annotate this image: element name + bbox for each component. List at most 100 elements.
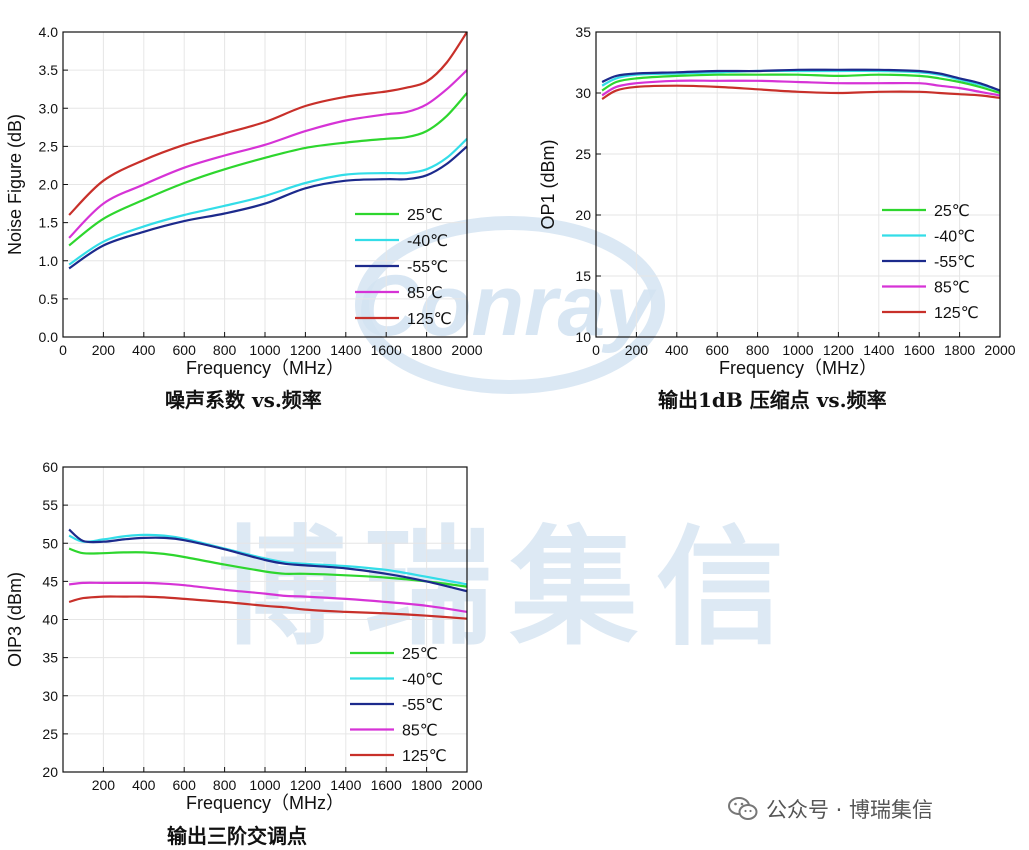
nf-legend-label: -55℃ (407, 259, 448, 276)
op1-series-line (601, 69, 1001, 92)
oip3-series (68, 528, 468, 620)
oip3-x-tick-label: 1000 (249, 777, 280, 793)
oip3-caption: 输出三阶交调点 (167, 824, 307, 848)
nf-y-tick-label: 0.0 (39, 329, 59, 345)
op1-series-line (601, 84, 1001, 101)
nf-x-tick-label: 1600 (371, 342, 402, 358)
op1-x-tick-label: 1600 (904, 342, 935, 358)
oip3-ticks: 200 400 600 800 1000 1200 1400 1600 1800 2000 20 25… (42, 459, 482, 793)
op1-y-tick-label: 20 (575, 207, 591, 223)
oip3-legend: 25℃ -40℃ -55℃ 85℃ 125℃ (350, 646, 447, 765)
nf-x-tick-label: 0 (59, 342, 67, 358)
op1-y-tick-label: 25 (575, 146, 591, 162)
oip3-y-tick-label: 55 (42, 497, 58, 513)
op1-legend-label: 25℃ (934, 203, 970, 220)
noise-figure-caption: 噪声系数 vs.频率 (165, 388, 322, 412)
nf-series-line (68, 137, 468, 266)
op1-x-tick-label: 1200 (823, 342, 854, 358)
op1-x-axis-label: Frequency（MHz） (719, 358, 877, 378)
nf-x-tick-label: 1000 (249, 342, 280, 358)
oip3-x-tick-label: 400 (132, 777, 156, 793)
oip3-x-tick-label: 200 (92, 777, 116, 793)
op1-legend-label: 85℃ (934, 280, 970, 297)
oip3-y-tick-label: 30 (42, 688, 58, 704)
oip3-y-tick-label: 40 (42, 612, 58, 628)
nf-y-tick-label: 2.5 (39, 138, 59, 154)
op1-legend-label: 125℃ (934, 305, 979, 322)
nf-x-tick-label: 1800 (411, 342, 442, 358)
op1-y-tick-label: 10 (575, 329, 591, 345)
nf-y-tick-label: 0.5 (39, 291, 59, 307)
nf-y-tick-label: 1.0 (39, 253, 59, 269)
conray-watermark-text: Conray (357, 258, 657, 354)
oip3-series-line (68, 528, 468, 593)
oip3-legend-label: 125℃ (402, 748, 447, 765)
nf-x-tick-label: 1200 (290, 342, 321, 358)
oip3-x-tick-label: 2000 (451, 777, 482, 793)
oip3-series-line (68, 547, 468, 588)
op1-series (601, 68, 1001, 101)
oip3-y-tick-label: 25 (42, 726, 58, 742)
op1-series-line (601, 73, 1001, 95)
nf-legend-label: 125℃ (407, 311, 452, 328)
op1-legend-label: -40℃ (934, 229, 975, 246)
op1-x-tick-label: 1000 (782, 342, 813, 358)
oip3-y-tick-label: 50 (42, 535, 58, 551)
op1-x-tick-label: 0 (592, 342, 600, 358)
oip3-x-tick-label: 800 (213, 777, 237, 793)
nf-series-line (68, 31, 468, 216)
nf-series (68, 31, 468, 270)
op1-x-tick-label: 1400 (863, 342, 894, 358)
nf-y-tick-label: 3.0 (39, 100, 59, 116)
wechat-account-name: 公众号 · 博瑞集信 (766, 798, 934, 822)
op1-x-tick-label: 200 (625, 342, 649, 358)
op1-y-tick-label: 35 (575, 24, 591, 40)
nf-legend: 25℃ -40℃ -55℃ 85℃ 125℃ (355, 207, 452, 328)
op1-y-axis-label: OP1 (dBm) (538, 139, 558, 229)
nf-series-line (68, 69, 468, 239)
oip3-y-axis-label: OIP3 (dBm) (5, 572, 25, 667)
op1-series-line (601, 68, 1001, 92)
nf-ticks: 0 200 400 600 800 1000 1200 1400 1600 1800 2000 0.0… (39, 24, 483, 358)
nf-y-tick-label: 4.0 (39, 24, 59, 40)
oip3-legend-label: -40℃ (402, 672, 443, 689)
nf-x-tick-label: 600 (173, 342, 197, 358)
op1-y-tick-label: 30 (575, 85, 591, 101)
oip3-legend-label: 25℃ (402, 646, 438, 663)
oip3-x-tick-label: 1800 (411, 777, 442, 793)
oip3-y-tick-label: 35 (42, 650, 58, 666)
oip3-legend-label: -55℃ (402, 697, 443, 714)
oip3-x-tick-label: 600 (173, 777, 197, 793)
nf-y-tick-label: 2.0 (39, 177, 59, 193)
op1-y-tick-label: 15 (575, 268, 591, 284)
nf-x-axis-label: Frequency（MHz） (186, 358, 344, 378)
nf-legend-label: 85℃ (407, 285, 443, 302)
wechat-icon (728, 797, 758, 820)
nf-legend-label: -40℃ (407, 233, 448, 250)
oip3-y-tick-label: 60 (42, 459, 58, 475)
op1-series-line (601, 79, 1001, 97)
op1-caption: 输出1dB 压缩点 vs.频率 (658, 388, 887, 412)
oip3-series-line (68, 581, 468, 613)
nf-series-line (68, 92, 468, 247)
oip3-y-tick-label: 20 (42, 764, 58, 780)
nf-x-tick-label: 200 (92, 342, 116, 358)
op1-x-tick-label: 1800 (944, 342, 975, 358)
oip3-series-line (68, 595, 468, 620)
nf-x-tick-label: 1400 (330, 342, 361, 358)
nf-y-axis-label: Noise Figure (dB) (5, 114, 25, 255)
wechat-account-footer: 公众号 · 博瑞集信 (728, 793, 933, 825)
nf-y-tick-label: 1.5 (39, 215, 59, 231)
oip3-x-tick-label: 1200 (290, 777, 321, 793)
op1-x-tick-label: 400 (665, 342, 689, 358)
nf-x-tick-label: 2000 (451, 342, 482, 358)
op1-x-tick-label: 2000 (984, 342, 1015, 358)
op1-ticks: 0 200 400 600 800 1000 1200 1400 1600 1800 2000 10 1… (575, 24, 1015, 358)
oip3-y-tick-label: 45 (42, 573, 58, 589)
